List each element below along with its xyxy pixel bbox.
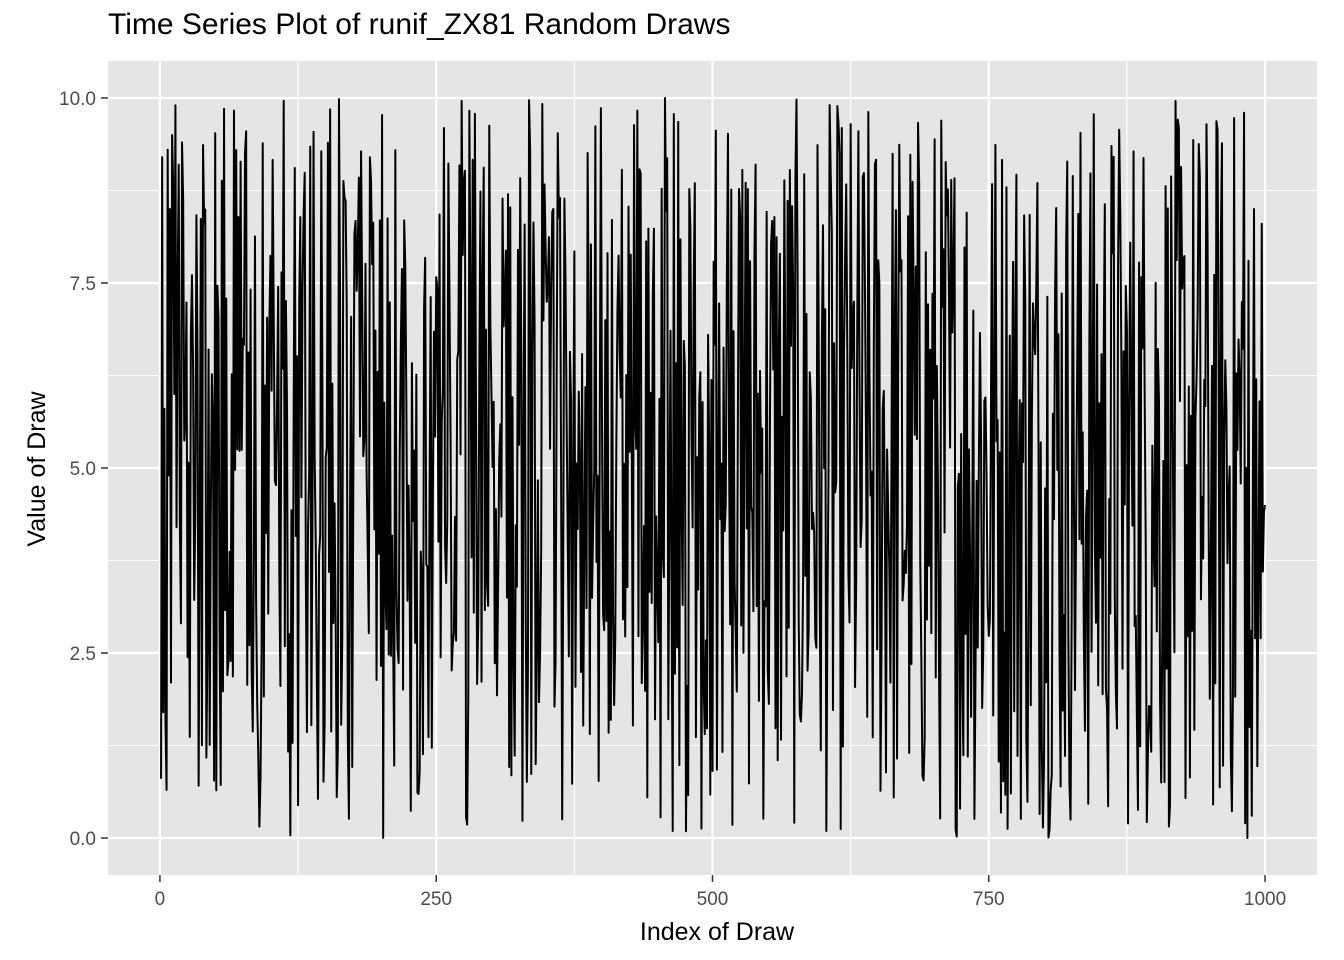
x-axis: 0 250 500 750 1000 xyxy=(155,875,1286,910)
chart-title: Time Series Plot of runif_ZX81 Random Dr… xyxy=(108,8,731,41)
y-tick-label: 5.0 xyxy=(70,459,96,480)
x-tick-label: 250 xyxy=(420,889,452,910)
y-tick-label: 7.5 xyxy=(70,274,96,295)
x-axis-title: Index of Draw xyxy=(640,918,795,946)
x-tick-label: 1000 xyxy=(1244,889,1286,910)
x-tick-label: 0 xyxy=(155,889,166,910)
x-tick-label: 500 xyxy=(697,889,729,910)
series-layer xyxy=(160,97,1267,839)
x-tick-label: 750 xyxy=(973,889,1005,910)
y-axis: 0.0 2.5 5.0 7.5 10.0 xyxy=(59,89,108,850)
y-tick-label: 2.5 xyxy=(70,644,96,665)
series-line xyxy=(160,97,1267,839)
y-axis-title: Value of Draw xyxy=(23,390,51,546)
y-tick-label: 10.0 xyxy=(59,89,96,110)
y-tick-label: 0.0 xyxy=(70,829,96,850)
